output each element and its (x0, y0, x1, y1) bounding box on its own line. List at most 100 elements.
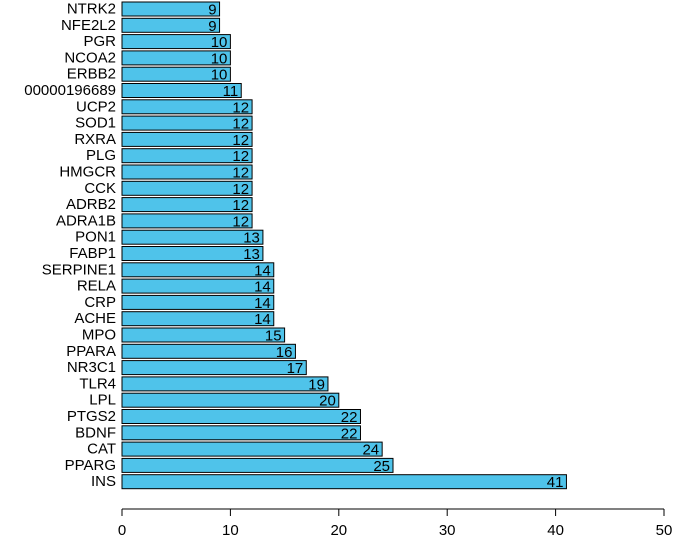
bar-pgr (121, 34, 231, 50)
value-label: 9 (208, 2, 216, 19)
bar-hmgcr (121, 164, 253, 180)
bar-erbb2 (121, 66, 231, 82)
value-label: 22 (341, 409, 358, 426)
category-label: NCOA2 (64, 49, 116, 66)
x-axis: 0 10 20 30 40 50 (118, 508, 673, 539)
bar-pon1 (121, 229, 264, 245)
bar-adrb2 (121, 197, 253, 213)
bar-ptgs2 (121, 409, 361, 424)
value-label: 13 (243, 246, 260, 263)
value-label: 12 (232, 132, 249, 149)
bar-fabp1 (121, 246, 264, 261)
bar-plg (121, 148, 253, 164)
category-label: TLR4 (79, 375, 116, 392)
bar-pparg (121, 457, 394, 473)
bar-mpo (121, 327, 286, 343)
value-label: 12 (232, 213, 249, 230)
value-label: 14 (254, 311, 271, 328)
value-label: 10 (211, 34, 228, 51)
category-label: 00000196689 (24, 82, 116, 99)
category-label: ADRB2 (66, 196, 116, 213)
bar-ins (121, 474, 567, 490)
value-label: 12 (232, 148, 249, 165)
bar-lpl (121, 392, 340, 408)
category-label: PGR (83, 33, 116, 50)
category-label: MPO (82, 327, 116, 344)
x-tick-label: 30 (439, 522, 456, 539)
x-tick-label: 50 (656, 522, 673, 539)
bar-00000196689 (121, 83, 242, 98)
bar-crp (121, 294, 275, 310)
bar-ache (121, 311, 275, 327)
value-label: 19 (308, 376, 325, 393)
value-label: 24 (362, 442, 379, 459)
category-label: PTGS2 (67, 408, 116, 425)
bar-adra1b (121, 213, 253, 229)
category-label: BDNF (75, 424, 116, 441)
value-label: 16 (276, 344, 293, 361)
value-label: 25 (373, 458, 390, 475)
category-label: PLG (86, 147, 116, 164)
bar-cck (121, 180, 253, 196)
bar-bdnf (121, 425, 361, 441)
bar-ntrk2 (121, 1, 221, 17)
value-label: 12 (232, 165, 249, 182)
category-label: RELA (77, 278, 116, 295)
value-label: 14 (254, 262, 271, 279)
value-label: 9 (208, 18, 216, 35)
category-label: SOD1 (75, 115, 116, 132)
x-tick-label: 20 (330, 522, 347, 539)
value-labels: 4125242222201917161514141414131312121212… (208, 2, 563, 492)
bar-cat (121, 441, 383, 457)
x-tick-label: 0 (118, 522, 126, 539)
category-label: PON1 (75, 229, 116, 246)
value-label: 12 (232, 197, 249, 214)
category-label: FABP1 (69, 245, 116, 262)
value-label: 11 (223, 83, 239, 100)
value-label: 14 (254, 295, 271, 312)
bar-rxra (121, 131, 253, 147)
category-labels: INSPPARGCATBDNFPTGS2LPLTLR4NR3C1PPARAMPO… (24, 1, 116, 491)
value-label: 20 (319, 393, 336, 410)
x-tick-label: 10 (222, 522, 239, 539)
value-label: 15 (265, 328, 282, 345)
category-label: PPARG (65, 457, 116, 474)
category-label: CAT (87, 441, 116, 458)
category-label: INS (91, 473, 116, 490)
bar-tlr4 (121, 376, 329, 392)
bar-rela (121, 278, 275, 294)
category-label: SERPINE1 (42, 261, 116, 278)
bars-layer (121, 1, 567, 490)
category-label: UCP2 (76, 98, 116, 115)
value-label: 12 (232, 116, 249, 133)
value-label: 14 (254, 279, 271, 296)
value-label: 10 (211, 67, 228, 84)
value-label: 12 (232, 99, 249, 116)
category-label: LPL (89, 392, 116, 409)
bar-ppara (121, 343, 296, 359)
value-label: 12 (232, 181, 249, 198)
category-label: ADRA1B (56, 212, 116, 229)
value-label: 17 (287, 360, 304, 377)
category-label: RXRA (74, 131, 116, 148)
category-label: NTRK2 (67, 1, 116, 18)
x-tick-label: 40 (547, 522, 564, 539)
category-label: NFE2L2 (61, 17, 116, 34)
category-label: NR3C1 (67, 359, 116, 376)
category-label: ACHE (74, 310, 116, 327)
category-label: PPARA (66, 343, 116, 360)
value-label: 13 (243, 230, 260, 247)
bar-sod1 (121, 115, 253, 131)
value-label: 10 (211, 50, 228, 67)
bar-ucp2 (121, 99, 253, 115)
bar-ncoa2 (121, 50, 231, 66)
value-label: 41 (547, 474, 564, 491)
category-label: HMGCR (59, 164, 116, 181)
bar-serpine1 (121, 262, 275, 278)
bar-nr3c1 (121, 360, 307, 376)
category-label: CRP (84, 294, 116, 311)
category-label: CCK (84, 180, 116, 197)
value-label: 22 (341, 425, 358, 442)
bar-nfe2l2 (121, 17, 221, 33)
